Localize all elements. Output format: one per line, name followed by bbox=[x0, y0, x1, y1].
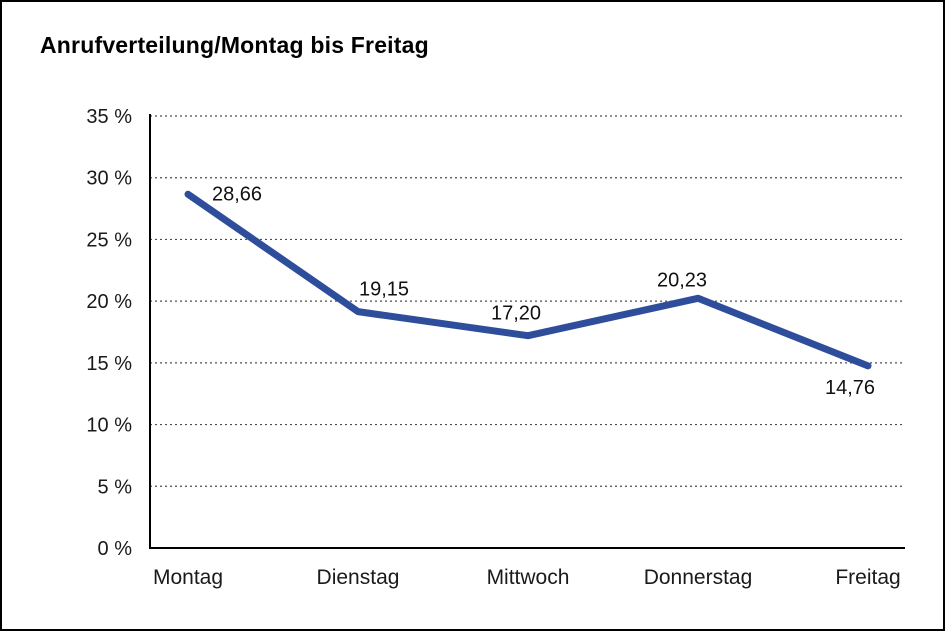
data-line bbox=[184, 190, 872, 370]
chart-title: Anrufverteilung/Montag bis Freitag bbox=[40, 32, 429, 58]
y-tick-label: 20 % bbox=[86, 291, 132, 313]
data-point-label: 28,66 bbox=[212, 183, 262, 205]
y-tick-label: 15 % bbox=[86, 353, 132, 375]
y-tick-label: 30 % bbox=[86, 168, 132, 190]
data-point-label: 20,23 bbox=[657, 269, 707, 291]
x-category-label: Dienstag bbox=[317, 566, 400, 589]
y-tick-label: 5 % bbox=[98, 476, 133, 498]
data-point-label: 14,76 bbox=[825, 377, 875, 399]
data-point-label: 17,20 bbox=[491, 303, 541, 325]
y-tick-label: 35 % bbox=[86, 106, 132, 128]
y-tick-label: 10 % bbox=[86, 415, 132, 437]
y-tick-label: 25 % bbox=[86, 229, 132, 251]
x-category-label: Donnerstag bbox=[644, 566, 753, 589]
y-tick-label: 0 % bbox=[98, 538, 133, 560]
x-category-label: Montag bbox=[153, 566, 223, 589]
x-category-label: Mittwoch bbox=[487, 566, 570, 589]
x-category-label: Freitag bbox=[835, 566, 900, 589]
data-point-label: 19,15 bbox=[359, 279, 409, 301]
